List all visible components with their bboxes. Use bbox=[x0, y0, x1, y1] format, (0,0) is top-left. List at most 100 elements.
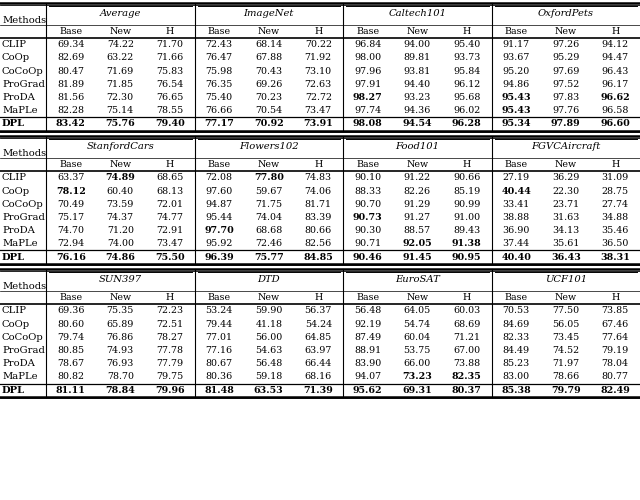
Text: 78.70: 78.70 bbox=[107, 372, 134, 382]
Text: 73.59: 73.59 bbox=[107, 200, 134, 209]
Text: 71.21: 71.21 bbox=[453, 333, 480, 342]
Text: 93.81: 93.81 bbox=[404, 66, 431, 76]
Text: 36.50: 36.50 bbox=[602, 240, 629, 248]
Text: ProDA: ProDA bbox=[2, 360, 35, 368]
Text: SUN397: SUN397 bbox=[99, 274, 142, 283]
Text: 80.47: 80.47 bbox=[57, 66, 84, 76]
Text: 36.90: 36.90 bbox=[502, 226, 530, 235]
Text: H: H bbox=[463, 160, 471, 169]
Text: H: H bbox=[611, 294, 620, 302]
Text: 98.08: 98.08 bbox=[353, 120, 383, 128]
Text: 95.68: 95.68 bbox=[453, 93, 481, 102]
Text: 90.95: 90.95 bbox=[452, 252, 481, 262]
Text: 71.39: 71.39 bbox=[303, 386, 333, 394]
Text: 96.28: 96.28 bbox=[452, 120, 482, 128]
Text: 74.00: 74.00 bbox=[107, 240, 134, 248]
Text: 72.94: 72.94 bbox=[57, 240, 84, 248]
Text: CLIP: CLIP bbox=[2, 174, 27, 182]
Text: 63.97: 63.97 bbox=[305, 346, 332, 355]
Text: 74.52: 74.52 bbox=[552, 346, 579, 355]
Text: 81.48: 81.48 bbox=[204, 386, 234, 394]
Text: 79.19: 79.19 bbox=[602, 346, 629, 355]
Text: 66.00: 66.00 bbox=[404, 360, 431, 368]
Text: 82.69: 82.69 bbox=[57, 54, 84, 62]
Text: 70.49: 70.49 bbox=[57, 200, 84, 209]
Text: 63.37: 63.37 bbox=[57, 174, 84, 182]
Text: H: H bbox=[314, 160, 323, 169]
Text: 40.44: 40.44 bbox=[501, 186, 531, 196]
Text: 74.70: 74.70 bbox=[57, 226, 84, 235]
Text: 95.84: 95.84 bbox=[453, 66, 481, 76]
Text: Methods: Methods bbox=[2, 16, 46, 25]
Text: 31.09: 31.09 bbox=[602, 174, 629, 182]
Text: 74.89: 74.89 bbox=[106, 174, 135, 182]
Text: 82.26: 82.26 bbox=[404, 186, 431, 196]
Text: 81.11: 81.11 bbox=[56, 386, 86, 394]
Text: 68.65: 68.65 bbox=[156, 174, 184, 182]
Text: 97.83: 97.83 bbox=[552, 93, 579, 102]
Text: 71.75: 71.75 bbox=[255, 200, 282, 209]
Text: 75.76: 75.76 bbox=[106, 120, 135, 128]
Text: 95.34: 95.34 bbox=[501, 120, 531, 128]
Text: New: New bbox=[406, 27, 428, 36]
Text: EuroSAT: EuroSAT bbox=[395, 274, 440, 283]
Text: 69.31: 69.31 bbox=[403, 386, 432, 394]
Text: Base: Base bbox=[59, 160, 83, 169]
Text: 91.22: 91.22 bbox=[404, 174, 431, 182]
Text: 72.72: 72.72 bbox=[305, 93, 332, 102]
Text: H: H bbox=[611, 27, 620, 36]
Text: 38.88: 38.88 bbox=[502, 213, 530, 222]
Text: 91.27: 91.27 bbox=[404, 213, 431, 222]
Text: 77.79: 77.79 bbox=[156, 360, 183, 368]
Text: MaPLe: MaPLe bbox=[2, 240, 38, 248]
Text: 59.18: 59.18 bbox=[255, 372, 282, 382]
Text: ProGrad: ProGrad bbox=[2, 80, 45, 89]
Text: 83.42: 83.42 bbox=[56, 120, 86, 128]
Text: 78.55: 78.55 bbox=[156, 106, 184, 116]
Text: MaPLe: MaPLe bbox=[2, 372, 38, 382]
Text: 81.56: 81.56 bbox=[57, 93, 84, 102]
Text: 92.19: 92.19 bbox=[354, 320, 381, 328]
Text: 91.29: 91.29 bbox=[404, 200, 431, 209]
Text: H: H bbox=[166, 160, 174, 169]
Text: 78.67: 78.67 bbox=[57, 360, 84, 368]
Text: 98.00: 98.00 bbox=[354, 54, 381, 62]
Text: 82.49: 82.49 bbox=[600, 386, 630, 394]
Text: H: H bbox=[463, 294, 471, 302]
Text: 38.31: 38.31 bbox=[600, 252, 630, 262]
Text: 97.70: 97.70 bbox=[204, 226, 234, 235]
Text: 70.53: 70.53 bbox=[502, 306, 530, 316]
Text: 76.54: 76.54 bbox=[156, 80, 184, 89]
Text: 85.38: 85.38 bbox=[501, 386, 531, 394]
Text: 75.50: 75.50 bbox=[155, 252, 184, 262]
Text: 97.91: 97.91 bbox=[354, 80, 381, 89]
Text: Flowers102: Flowers102 bbox=[239, 142, 299, 150]
Text: H: H bbox=[166, 27, 174, 36]
Text: H: H bbox=[314, 27, 323, 36]
Text: 40.40: 40.40 bbox=[501, 252, 531, 262]
Text: 79.44: 79.44 bbox=[205, 320, 233, 328]
Text: 91.45: 91.45 bbox=[403, 252, 432, 262]
Text: MaPLe: MaPLe bbox=[2, 106, 38, 116]
Text: 77.17: 77.17 bbox=[204, 120, 234, 128]
Text: 73.85: 73.85 bbox=[602, 306, 629, 316]
Text: 78.84: 78.84 bbox=[106, 386, 135, 394]
Text: 88.33: 88.33 bbox=[354, 186, 381, 196]
Text: New: New bbox=[406, 160, 428, 169]
Text: 64.05: 64.05 bbox=[404, 306, 431, 316]
Text: 66.44: 66.44 bbox=[305, 360, 332, 368]
Text: 28.75: 28.75 bbox=[602, 186, 629, 196]
Text: 67.88: 67.88 bbox=[255, 54, 282, 62]
Text: 33.41: 33.41 bbox=[502, 200, 530, 209]
Text: Base: Base bbox=[356, 27, 380, 36]
Text: 71.20: 71.20 bbox=[107, 226, 134, 235]
Text: 88.91: 88.91 bbox=[354, 346, 381, 355]
Text: 78.12: 78.12 bbox=[56, 186, 86, 196]
Text: Base: Base bbox=[59, 27, 83, 36]
Text: 76.16: 76.16 bbox=[56, 252, 86, 262]
Text: 68.16: 68.16 bbox=[305, 372, 332, 382]
Text: 95.40: 95.40 bbox=[453, 40, 481, 50]
Text: 68.69: 68.69 bbox=[453, 320, 481, 328]
Text: 80.37: 80.37 bbox=[452, 386, 482, 394]
Text: 60.04: 60.04 bbox=[404, 333, 431, 342]
